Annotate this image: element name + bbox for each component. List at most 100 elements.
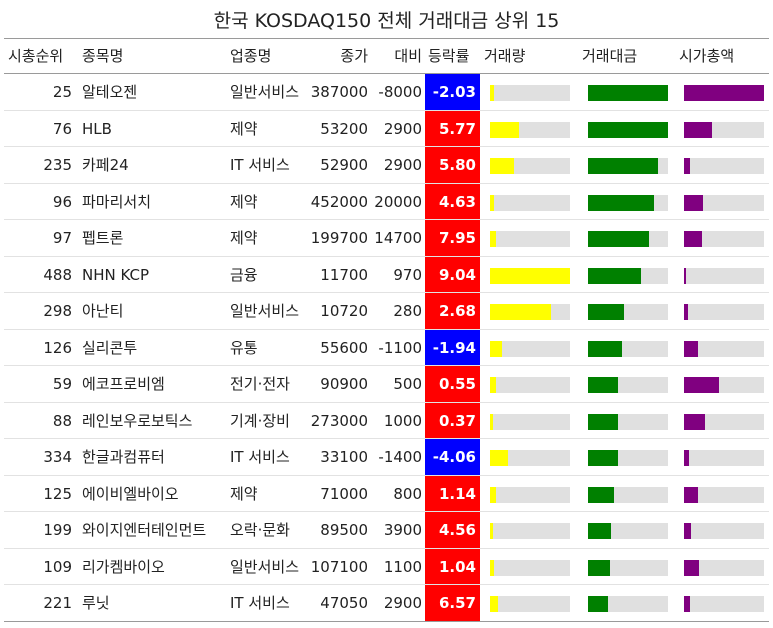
change-rate-cell: -1.94 [425,329,480,366]
volume-bar-track [490,158,570,174]
table-row: 235 카페24 IT 서비스 52900 2900 5.80 [4,147,769,184]
volume-bar [490,304,551,320]
trading-value-bar-track [588,413,668,430]
change-rate-cell: 4.63 [425,183,480,220]
trading-value-bar [588,121,668,138]
market-cap-bar-track [684,523,764,539]
diff-cell: 2900 [383,594,422,612]
trading-value-bar [588,596,608,612]
stock-name-cell: NHN KCP [82,265,150,284]
close-price-cell: 55600 [320,338,368,357]
trading-value-bar [588,559,610,576]
volume-bar-track [490,486,570,503]
sector-cell: 전기·전자 [230,375,290,393]
volume-bar-track [490,523,570,539]
market-cap-bar-track [684,377,764,393]
table-row: 96 파마리서치 제약 452000 20000 4.63 [4,183,769,220]
trading-value-bar [588,267,641,284]
sector-cell: 기계·장비 [230,411,290,430]
market-cap-bar-track [684,304,764,320]
trading-value-bar-track [588,596,668,612]
stock-name-cell: 리가켐바이오 [82,557,165,576]
rank-cell: 199 [43,521,72,539]
diff-cell: -8000 [378,83,422,101]
market-cap-bar-track [684,158,764,174]
trading-value-bar-track [588,267,668,284]
close-price-cell: 52900 [320,156,368,174]
stock-name-cell: 아난티 [82,302,124,320]
market-cap-bar-track [684,559,764,576]
market-cap-bar [684,450,689,466]
trading-value-bar [588,413,618,430]
close-price-cell: 47050 [320,594,368,612]
change-rate-cell: 1.14 [425,475,480,512]
rank-cell: 235 [43,156,72,174]
volume-bar [490,377,496,393]
change-rate-cell: 4.56 [425,512,480,549]
row-separator [4,365,769,366]
rank-cell: 97 [52,229,72,247]
change-rate-cell: 5.80 [425,147,480,184]
market-cap-bar [684,486,698,503]
rank-cell: 488 [43,265,72,284]
close-price-cell: 199700 [310,229,368,247]
market-cap-bar [684,523,691,539]
market-cap-bar [684,194,703,211]
chart-title: 한국 KOSDAQ150 전체 거래대금 상위 15 [213,10,560,32]
close-price-cell: 387000 [310,83,368,101]
header-sector: 업종명 [230,47,272,65]
diff-cell: 3900 [383,521,422,539]
table-row: 298 아난티 일반서비스 10720 280 2.68 [4,293,769,330]
table-bottom-rule [4,621,769,622]
stock-name-cell: 파마리서치 [82,192,152,211]
header-bottom-rule [4,73,769,74]
volume-bar [490,413,493,430]
change-rate-cell: -4.06 [425,439,480,476]
table-row: 109 리가켐바이오 일반서비스 107100 1100 1.04 [4,548,769,585]
table-row: 126 실리콘투 유통 55600 -1100 -1.94 [4,329,769,366]
table-row: 88 레인보우로보틱스 기계·장비 273000 1000 0.37 [4,402,769,439]
market-cap-bar [684,596,690,612]
diff-cell: 1100 [383,557,422,576]
market-cap-bar [684,377,719,393]
volume-bar-track [490,194,570,211]
market-cap-bar-track [684,596,764,612]
trading-value-bar [588,194,654,211]
trading-value-bar-track [588,85,668,101]
market-cap-bar-track [684,450,764,466]
sector-cell: 제약 [230,229,258,247]
rank-cell: 298 [43,302,72,320]
trading-value-bar-track [588,377,668,393]
market-cap-bar [684,559,699,576]
trading-value-bar [588,158,658,174]
volume-bar-track [490,85,570,101]
volume-bar-track [490,231,570,247]
volume-bar-track [490,596,570,612]
diff-cell: 500 [393,375,422,393]
header-top-rule [4,38,769,39]
market-cap-bar-track [684,194,764,211]
trading-value-bar-track [588,523,668,539]
row-separator [4,109,769,111]
table-row: 97 펩트론 제약 199700 14700 7.95 [4,220,769,257]
sector-cell: 제약 [230,484,258,503]
stock-name-cell: 실리콘투 [82,338,138,357]
trading-value-bar-track [588,450,668,466]
volume-bar-track [490,121,570,138]
row-separator [4,474,769,476]
stock-name-cell: HLB [82,119,112,138]
trading-value-bar [588,450,618,466]
volume-bar [490,450,508,466]
stock-name-cell: 와이지엔터테인먼트 [82,521,207,539]
market-cap-bar [684,304,688,320]
volume-bar [490,194,494,211]
stock-name-cell: 에코프로비엠 [82,375,165,393]
stock-name-cell: 레인보우로보틱스 [82,411,193,430]
header-diff: 대비 [394,47,422,65]
header-volume: 거래량 [484,47,526,65]
volume-bar-track [490,450,570,466]
sector-cell: IT 서비스 [230,448,290,466]
sector-cell: 유통 [230,338,258,357]
market-cap-bar-track [684,340,764,357]
volume-bar-track [490,413,570,430]
